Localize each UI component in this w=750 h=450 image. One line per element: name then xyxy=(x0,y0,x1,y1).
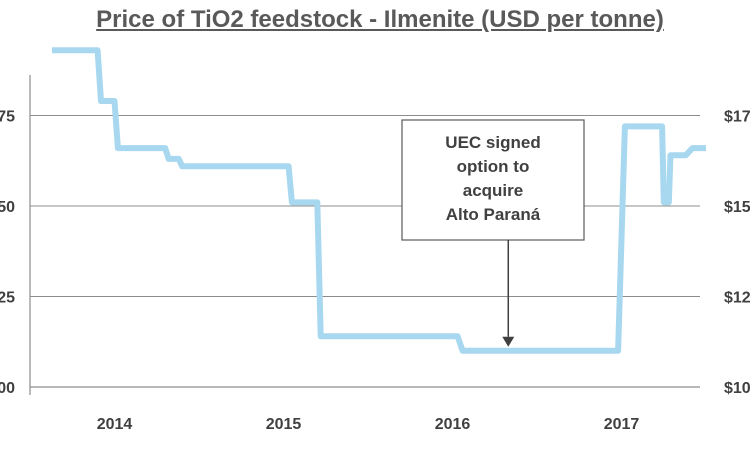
y-left-tick-label: 00 xyxy=(0,380,15,397)
annotation-arrow-head xyxy=(502,336,515,347)
y-left-tick-label: 50 xyxy=(0,199,15,216)
x-tick-label: 2014 xyxy=(97,416,133,433)
annotation-text-line: Alto Paraná xyxy=(446,205,541,224)
annotation-text-line: acquire xyxy=(463,181,523,200)
y-left-tick-label: 25 xyxy=(0,290,15,307)
x-tick-label: 2016 xyxy=(435,416,471,433)
annotation-text-line: UEC signed xyxy=(445,133,540,152)
y-left-tick-label: 75 xyxy=(0,109,15,126)
chart-title: Price of TiO2 feedstock - Ilmenite (USD … xyxy=(96,6,664,33)
x-tick-label: 2017 xyxy=(604,416,640,433)
y-right-tick-label: $15 xyxy=(724,199,750,216)
series-line-0 xyxy=(52,47,706,354)
y-right-tick-label: $12 xyxy=(724,290,750,307)
x-tick-label: 2015 xyxy=(266,416,302,433)
y-right-tick-label: $17 xyxy=(724,109,750,126)
annotation-text-line: option to xyxy=(457,157,530,176)
annotation-box xyxy=(401,119,585,241)
y-right-tick-label: $10 xyxy=(724,380,750,397)
